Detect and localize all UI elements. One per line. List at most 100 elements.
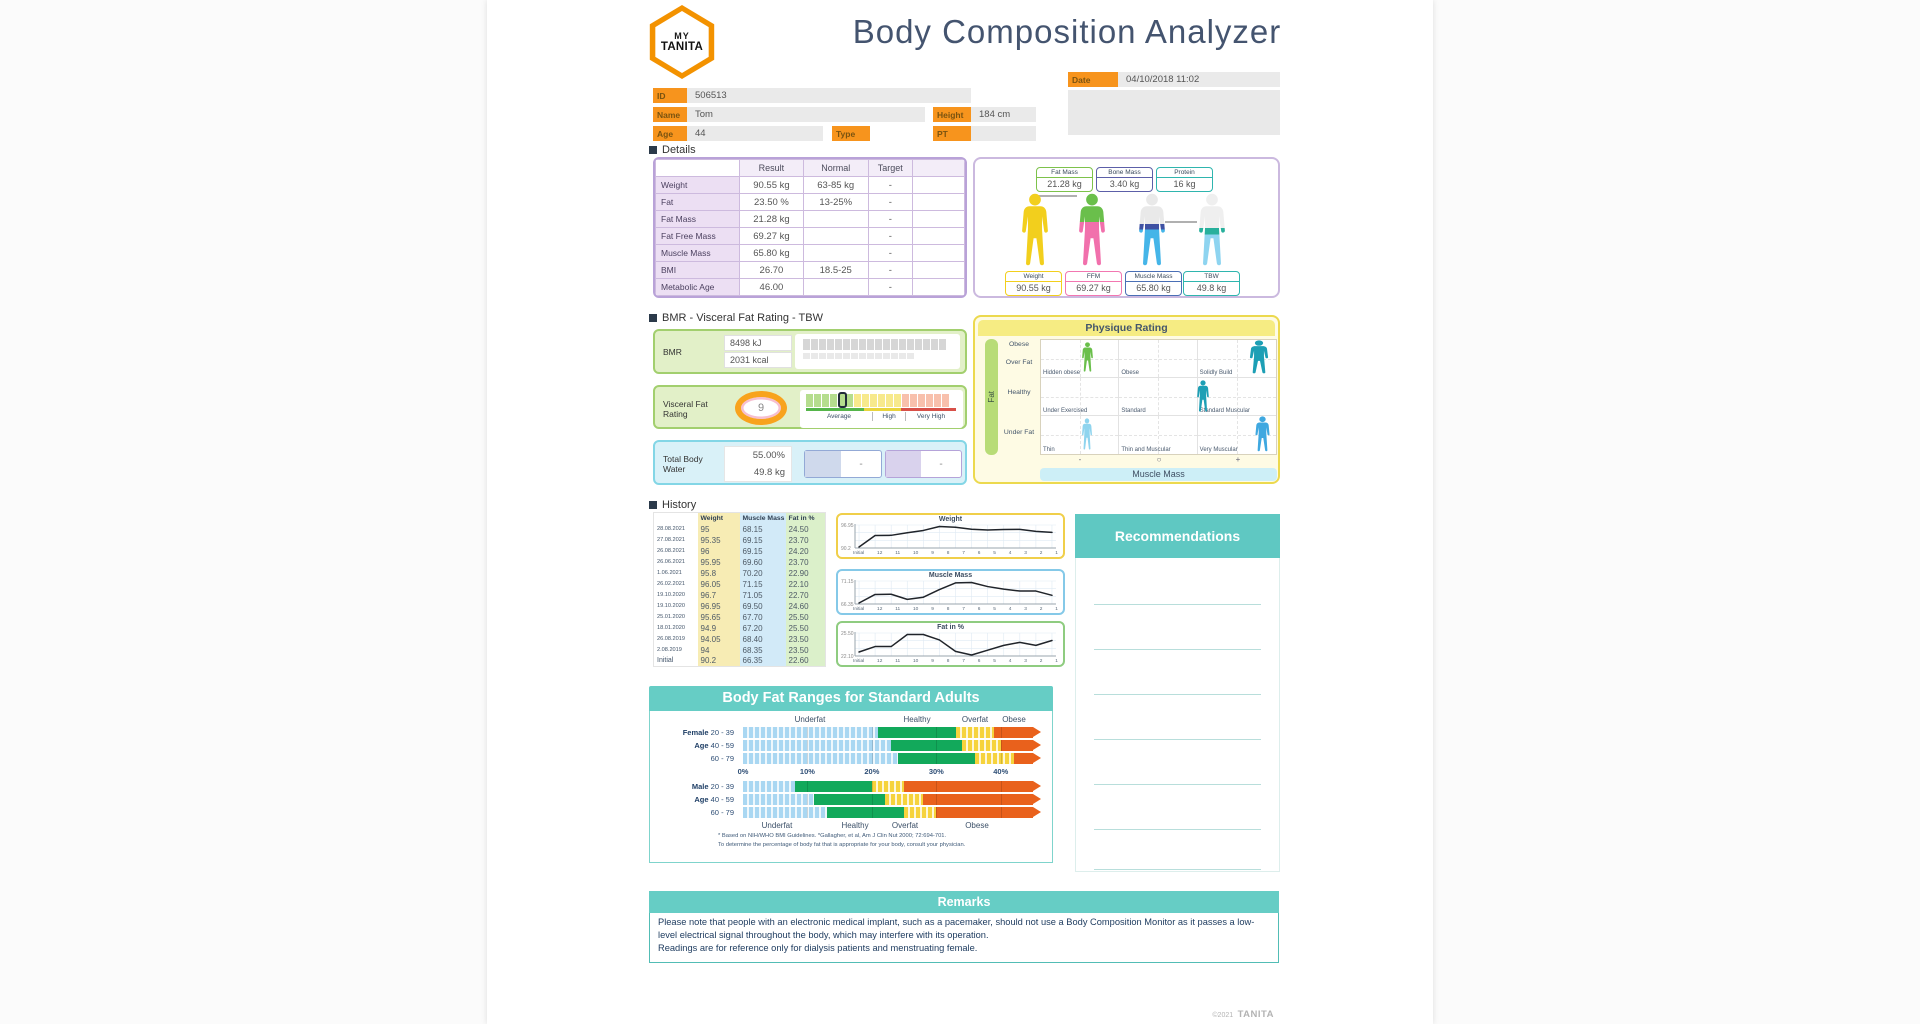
history-col-muscle: Muscle Mass (739, 512, 786, 524)
details-normal (802, 210, 869, 228)
height-value: 184 cm (971, 107, 1036, 122)
bmr-segment (899, 339, 906, 350)
physique-cell-very-muscular: Very Muscular (1197, 416, 1277, 454)
logo-text-my: MY (674, 31, 690, 41)
mini-chart-xtick: 12 (877, 551, 883, 556)
history-muscle: 69.15 (739, 534, 786, 546)
details-extra-cell (912, 261, 965, 279)
bar-row-label: Age 40 - 59 (694, 795, 734, 804)
history-weight: 94 (697, 644, 740, 656)
details-target: - (867, 193, 914, 211)
axis-tick-label: 20% (864, 767, 880, 776)
physique-cell-standard-muscular: Standard Muscular (1197, 378, 1277, 416)
details-row-label: Fat Mass (655, 210, 740, 228)
history-fat: 23.70 (785, 534, 826, 546)
figure-badge-ffm: FFM 69.27 kg (1065, 271, 1122, 296)
details-target: - (867, 176, 914, 194)
physique-fat-axis-label: Fat (987, 391, 996, 403)
details-extra-cell (912, 244, 965, 262)
figure-badge-value: 49.8 kg (1196, 283, 1227, 293)
details-row-label: Fat Free Mass (655, 227, 740, 245)
mini-chart-xtick: 12 (877, 607, 883, 612)
mini-chart-xtick: 1 (1055, 659, 1058, 664)
bmr-segment (939, 339, 946, 350)
mini-chart-xtick: 4 (1008, 607, 1012, 612)
page-title: Body Composition Analyzer (852, 13, 1282, 50)
mini-chart-xtick: 5 (993, 659, 996, 664)
obese-arrow-tip (1033, 794, 1041, 804)
history-fat: 23.70 (785, 556, 826, 568)
underfat-segment (743, 753, 898, 764)
visceral-zone-label: High (872, 412, 905, 421)
details-col-target: Target (867, 159, 914, 177)
history-date: 25.01.2020 (653, 611, 698, 623)
bar-row-label: Age 40 - 59 (694, 741, 734, 750)
mini-chart-plot (853, 580, 1058, 606)
bmr-segment (851, 339, 858, 350)
remarks-panel: Remarks Please note that people with an … (649, 891, 1279, 963)
physique-cell-label: Very Muscular (1199, 447, 1238, 453)
physique-row-healthy: Healthy (1007, 389, 1031, 396)
details-extra-cell (912, 227, 965, 245)
bar-row-label: 60 - 79 (710, 754, 734, 763)
visceral-segment (902, 394, 909, 407)
age-label: Age (653, 126, 687, 141)
history-muscle: 69.15 (739, 545, 786, 557)
bmr-segment (843, 353, 850, 359)
physique-cell-thin-and-muscular: Thin and Muscular (1119, 416, 1198, 454)
history-muscle: 68.40 (739, 633, 786, 645)
bmr-segment (883, 339, 890, 350)
physique-cell-label: Thin (1043, 447, 1055, 453)
name-label: Name (653, 107, 687, 122)
details-extra-cell (912, 278, 965, 296)
history-muscle: 67.70 (739, 611, 786, 623)
details-extra-cell (912, 193, 965, 211)
type-label: Type (832, 126, 870, 141)
underfat-segment (743, 794, 814, 805)
details-table-panel: Result Normal Target Weight 90.55 kg 63-85… (653, 157, 967, 298)
tbw-panel: Total Body Water 55.00% 49.8 kg - - (653, 440, 967, 485)
visceral-segment (870, 394, 877, 407)
history-date: 28.08.2021 (653, 523, 698, 535)
visceral-segment (934, 394, 941, 407)
visceral-segment (846, 394, 853, 407)
bar-row-label: 60 - 79 (710, 808, 734, 817)
history-date: 19.10.2020 (653, 589, 698, 601)
details-normal (802, 227, 869, 245)
details-row-label: Weight (655, 176, 740, 194)
history-weight: 96.05 (697, 578, 740, 590)
history-weight: 96.7 (697, 589, 740, 601)
overfat-segment (975, 753, 1014, 764)
physique-row-underfat: Under Fat (1003, 429, 1035, 436)
mini-chart-xtick: 2 (1039, 551, 1043, 556)
physique-rating-panel: Physique Rating Fat Obese Over Fat Healt… (973, 315, 1280, 484)
figure-badge-weight: Weight 90.55 kg (1005, 271, 1062, 296)
details-col-extra (912, 159, 965, 177)
bmr-kcal-value: 2031 kcal (724, 352, 792, 368)
bar-tick (936, 781, 938, 792)
bmr-segment (803, 353, 810, 359)
history-weight: 95.95 (697, 556, 740, 568)
visceral-segment (886, 394, 893, 407)
details-section-header: Details (649, 144, 696, 156)
zone-label-top: Underfat (794, 715, 826, 724)
bar-row-male-20-39 (743, 781, 1043, 792)
history-fat: 24.60 (785, 600, 826, 612)
healthy-segment (897, 753, 975, 764)
visceral-zone-underline (806, 408, 864, 411)
history-date: 26.08.2021 (653, 545, 698, 557)
tbw-target-box-1: - (804, 450, 882, 478)
physique-xtick-zero: ○ (1156, 455, 1162, 464)
details-row-label: BMI (655, 261, 740, 279)
footnote-line-2: To determine the percentage of body fat … (718, 842, 966, 848)
mini-chart-xtick: 2 (1039, 607, 1043, 612)
standard-figure (1196, 380, 1210, 414)
details-target: - (867, 261, 914, 279)
history-fat: 23.50 (785, 644, 826, 656)
date-label: Date (1068, 72, 1118, 87)
history-weight: 90.2 (697, 655, 740, 667)
visceral-segment (894, 394, 901, 407)
bar-tick (871, 740, 873, 751)
visceral-segment (926, 394, 933, 407)
mini-chart-xtick: 6 (977, 607, 981, 612)
